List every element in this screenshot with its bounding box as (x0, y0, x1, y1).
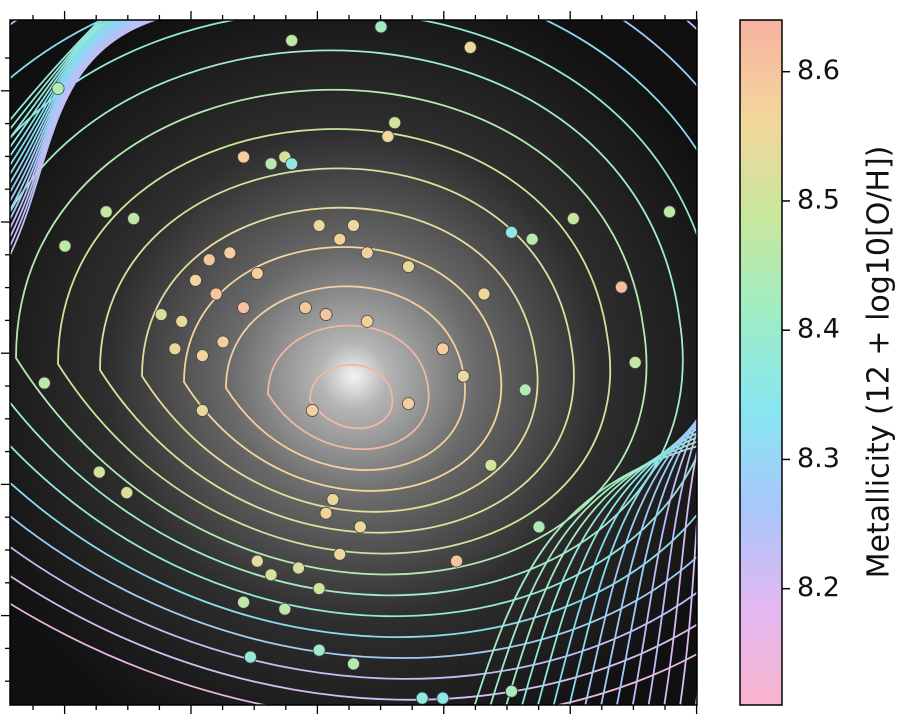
data-point (526, 233, 538, 245)
data-point (286, 35, 298, 47)
data-point (437, 343, 449, 355)
data-point (478, 288, 490, 300)
data-point (320, 507, 332, 519)
data-point (169, 343, 181, 355)
data-point (238, 151, 250, 163)
data-point (313, 644, 325, 656)
data-point (189, 274, 201, 286)
data-point (251, 555, 263, 567)
data-point (664, 206, 676, 218)
data-point (176, 315, 188, 327)
data-point (244, 651, 256, 663)
data-point (313, 583, 325, 595)
figure: 8.2 8.3 8.4 8.5 8.6 Metallicity (12 + log10[… (0, 0, 908, 721)
data-point (196, 350, 208, 362)
data-point (52, 83, 64, 95)
data-point (238, 596, 250, 608)
data-point (533, 521, 545, 533)
data-point (457, 370, 469, 382)
data-point (416, 692, 428, 704)
data-point (348, 220, 360, 232)
data-point (279, 603, 291, 615)
data-point (313, 220, 325, 232)
data-point (128, 213, 140, 225)
data-point (389, 117, 401, 129)
data-point (615, 281, 627, 293)
data-point (203, 254, 215, 266)
data-point (59, 240, 71, 252)
data-point (506, 685, 518, 697)
data-point (361, 315, 373, 327)
data-point (306, 404, 318, 416)
colorbar-tick-label: 8.4 (797, 314, 840, 345)
data-point (320, 309, 332, 321)
data-point (506, 226, 518, 238)
data-point (519, 384, 531, 396)
data-point (100, 206, 112, 218)
galaxy-image (10, 20, 697, 705)
colorbar-label: Metallicity (12 + log10[O/H]) (862, 146, 897, 579)
data-point (196, 404, 208, 416)
data-point (327, 494, 339, 506)
colorbar-tick-label: 8.5 (797, 184, 840, 215)
data-point (293, 562, 305, 574)
colorbar-bar (740, 20, 782, 705)
data-point (402, 261, 414, 273)
data-point (464, 41, 476, 53)
data-point (375, 21, 387, 33)
data-point (38, 377, 50, 389)
data-point (121, 487, 133, 499)
data-point (155, 309, 167, 321)
data-point (334, 233, 346, 245)
colorbar-tick-label: 8.6 (797, 55, 840, 86)
contour (694, 356, 720, 720)
data-point (217, 336, 229, 348)
colorbar-tick-label: 8.3 (797, 443, 840, 474)
data-point (451, 555, 463, 567)
data-point (299, 302, 311, 314)
data-point (485, 459, 497, 471)
data-point (286, 158, 298, 170)
data-point (354, 521, 366, 533)
data-point (361, 247, 373, 259)
data-point (265, 158, 277, 170)
data-point (402, 398, 414, 410)
data-point (437, 692, 449, 704)
data-point (629, 357, 641, 369)
data-point (265, 569, 277, 581)
data-point (382, 130, 394, 142)
colorbar-tick-label: 8.2 (797, 572, 840, 603)
data-point (334, 548, 346, 560)
data-point (93, 466, 105, 478)
contour (710, 350, 720, 720)
data-point (567, 213, 579, 225)
data-point (224, 247, 236, 259)
data-point (348, 658, 360, 670)
data-point (251, 267, 263, 279)
colorbar: 8.2 8.3 8.4 8.5 8.6 (740, 20, 840, 705)
data-point (210, 288, 222, 300)
data-point (238, 302, 250, 314)
